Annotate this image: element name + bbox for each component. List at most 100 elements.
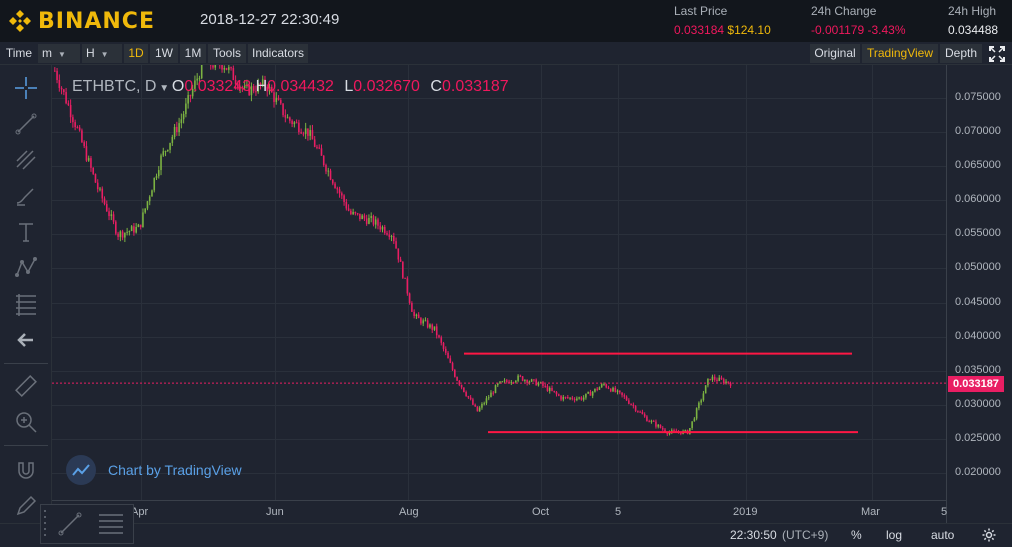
candle-body (293, 122, 296, 125)
candle-body (327, 170, 330, 172)
time-tick: 2019 (733, 506, 758, 518)
candle-body (295, 122, 298, 124)
caret-down-icon[interactable]: ▼ (156, 83, 172, 94)
minutes-dropdown[interactable]: m ▼ (38, 44, 80, 63)
watermark-text: Chart by TradingView (108, 462, 242, 478)
binance-logo[interactable]: BINANCE (8, 8, 155, 34)
candle-body (722, 379, 725, 384)
interval-1w[interactable]: 1W (150, 44, 178, 63)
candle-body (456, 376, 458, 381)
candle-body (587, 391, 589, 394)
hours-dropdown[interactable]: H ▼ (82, 44, 122, 63)
candle-body (160, 155, 162, 171)
candle-body (108, 211, 110, 217)
tradingview-watermark[interactable]: Chart by TradingView (66, 455, 242, 485)
settings-gear-icon[interactable] (982, 528, 996, 545)
price-tick: 0.040000 (955, 329, 1001, 342)
fullscreen-icon[interactable] (986, 44, 1008, 63)
brush-icon[interactable] (13, 183, 39, 209)
magnet-icon[interactable] (13, 457, 39, 483)
candle-body (65, 92, 67, 104)
crosshair-icon[interactable] (13, 75, 39, 101)
arrow-left-icon[interactable] (13, 327, 39, 353)
candle-body (92, 167, 95, 174)
time-axis[interactable]: Apr Jun Aug Oct 5 2019 Mar 5 (52, 500, 947, 523)
quick-draw-panel (40, 504, 134, 544)
candle-body (126, 231, 128, 233)
view-original[interactable]: Original (810, 44, 860, 63)
ruler-icon[interactable] (13, 373, 39, 399)
candle-body (316, 146, 318, 148)
candle-body (609, 388, 612, 392)
candle-body (365, 218, 368, 224)
candle-body (368, 217, 370, 224)
legend-low-label: L (344, 78, 354, 95)
candle-body (591, 391, 594, 396)
candle-body (454, 369, 456, 377)
tools-button[interactable]: Tools (208, 44, 246, 63)
fib-retracement-icon[interactable] (13, 291, 39, 317)
text-icon[interactable] (13, 219, 39, 245)
interval-1m[interactable]: 1M (180, 44, 206, 63)
candle-body (402, 261, 404, 278)
price-axis[interactable]: 0.075000 0.070000 0.065000 0.060000 0.055000… (946, 65, 1012, 523)
candle-body (598, 387, 601, 390)
candle-body (273, 92, 275, 102)
candle-body (585, 393, 587, 398)
drag-handle-icon[interactable] (43, 507, 47, 541)
candle-body (603, 384, 605, 386)
legend-high-value: 0.034432 (267, 78, 334, 95)
candle-body (472, 399, 474, 405)
line-tool-icon[interactable] (53, 509, 87, 539)
legend-symbol[interactable]: ETHBTC, D (72, 78, 157, 95)
zoom-in-icon[interactable] (13, 409, 39, 435)
candle-body (386, 233, 388, 235)
candle-body (426, 320, 429, 328)
candle-body (162, 151, 165, 156)
candle-body (383, 226, 386, 234)
candle-body (639, 411, 641, 413)
candle-body (268, 86, 271, 92)
trend-line-icon[interactable] (13, 111, 39, 137)
caret-down-icon: ▼ (100, 50, 109, 59)
candle-body (393, 236, 395, 242)
candle-body (228, 67, 230, 70)
interval-1d[interactable]: 1D (124, 44, 148, 63)
price-tick: 0.055000 (955, 227, 1001, 240)
candle-body (612, 387, 614, 392)
tool-divider (4, 445, 48, 446)
candle-body (460, 384, 463, 388)
price-chart[interactable] (52, 65, 946, 500)
candle-body (510, 382, 513, 384)
candle-body (535, 379, 537, 386)
pencil-icon[interactable] (13, 493, 39, 519)
candle-body (689, 428, 691, 434)
candle-body (182, 114, 185, 120)
candle-body (666, 432, 669, 435)
candle-body (105, 204, 108, 212)
pattern-icon[interactable] (13, 255, 39, 281)
time-button[interactable]: Time (5, 46, 33, 60)
candle-body (237, 84, 239, 89)
candle-body (212, 65, 214, 68)
view-depth[interactable]: Depth (940, 44, 982, 63)
candle-body (101, 188, 104, 199)
candle-body (311, 130, 314, 140)
indicators-button[interactable]: Indicators (248, 44, 308, 63)
log-toggle[interactable]: log (886, 528, 903, 542)
pitchfork-icon[interactable] (13, 147, 39, 173)
candle-body (341, 193, 343, 196)
candle-body (381, 226, 384, 230)
candle-body (198, 78, 201, 80)
timezone[interactable]: (UTC+9) (782, 528, 829, 542)
percent-toggle[interactable]: % (851, 528, 862, 542)
candle-body (691, 421, 693, 429)
auto-toggle[interactable]: auto (931, 528, 955, 542)
candle-body (60, 87, 63, 90)
view-tradingview[interactable]: TradingView (862, 44, 938, 63)
price-tick: 0.035000 (955, 363, 1001, 376)
fib-tool-icon[interactable] (93, 509, 129, 539)
candle-body (411, 302, 413, 312)
candle-body (506, 380, 508, 382)
candle-body (544, 385, 547, 387)
